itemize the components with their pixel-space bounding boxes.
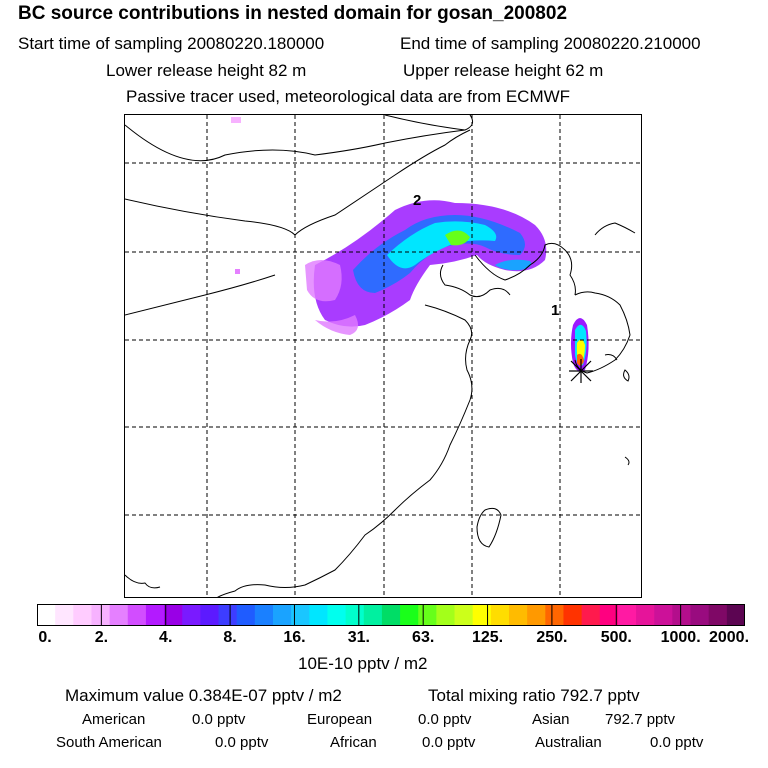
colorbar-swatch <box>599 604 619 626</box>
colorbar-swatch <box>617 604 637 626</box>
colorbar-swatch <box>654 604 673 626</box>
colorbar-swatch <box>490 604 510 626</box>
american-value: 0.0 pptv <box>192 711 246 728</box>
colorbar-frame <box>37 604 745 626</box>
colorbar-swatch <box>726 604 745 626</box>
colorbar-swatch <box>545 604 564 626</box>
colorbar-swatch <box>37 604 56 626</box>
colorbar-swatch <box>708 604 728 626</box>
colorbar-tick-label: 16. <box>283 629 306 646</box>
asian-value: 792.7 pptv <box>605 711 676 728</box>
colorbar-swatch <box>509 604 528 626</box>
colorbar-swatch <box>291 604 310 626</box>
plume-region-1 <box>571 318 589 372</box>
colorbar-swatch <box>218 604 238 626</box>
colorbar-swatch <box>145 604 165 626</box>
colorbar-swatch <box>309 604 328 626</box>
grid-lines <box>125 115 641 597</box>
lower-release-height: Lower release height 82 m <box>106 61 307 80</box>
colorbar-tick-label: 4. <box>159 629 173 646</box>
colorbar-swatch <box>563 604 583 626</box>
australian-value: 0.0 pptv <box>650 734 704 751</box>
colorbar-swatch <box>164 604 183 626</box>
receptor-marker <box>569 359 593 383</box>
colorbar-swatch <box>672 604 692 626</box>
max-value: Maximum value 0.384E-07 pptv / m2 <box>65 686 342 705</box>
map-canvas: 1 2 <box>125 115 641 597</box>
end-time-label: End time of sampling 20080220.210000 <box>400 34 701 53</box>
colorbar-swatch <box>381 604 401 626</box>
colorbar-tick-label: 125. <box>471 629 504 646</box>
south-american-label: South American <box>56 734 162 751</box>
colorbar-swatch <box>182 604 201 626</box>
start-time-label: Start time of sampling 20080220.180000 <box>18 34 325 53</box>
colorbar <box>37 604 745 626</box>
colorbar-swatch <box>454 604 474 626</box>
colorbar-swatch <box>418 604 437 626</box>
colorbar-swatch <box>254 604 274 626</box>
map-label-2: 2 <box>413 192 421 209</box>
colorbar-swatch <box>273 604 292 626</box>
australian-label: Australian <box>535 734 602 751</box>
african-value: 0.0 pptv <box>422 734 476 751</box>
american-label: American <box>82 711 146 728</box>
colorbar-swatch <box>127 604 147 626</box>
south-american-value: 0.0 pptv <box>215 734 269 751</box>
colorbar-tick-label: 8. <box>223 629 237 646</box>
colorbar-swatch <box>55 604 74 626</box>
colorbar-tick-label: 2. <box>94 629 109 646</box>
colorbar-tick-label: 63. <box>412 629 435 646</box>
colorbar-swatch <box>400 604 419 626</box>
colorbar-swatch <box>472 604 492 626</box>
asian-label: Asian <box>532 711 570 728</box>
colorbar-swatch <box>236 604 256 626</box>
colorbar-swatch <box>73 604 92 626</box>
colorbar-swatch <box>690 604 710 626</box>
coastlines <box>125 115 636 597</box>
colorbar-tick-label: 1000. <box>660 629 701 646</box>
plume-region-2 <box>231 117 547 335</box>
map-label-1: 1 <box>551 302 559 319</box>
colorbar-unit: 10E-10 pptv / m2 <box>298 654 428 673</box>
colorbar-swatch <box>363 604 383 626</box>
colorbar-swatch <box>109 604 129 626</box>
plot-title: BC source contributions in nested domain… <box>18 3 568 24</box>
total-mixing-ratio: Total mixing ratio 792.7 pptv <box>428 686 640 705</box>
colorbar-swatch <box>527 604 546 626</box>
colorbar-swatch <box>200 604 220 626</box>
european-label: European <box>307 711 373 728</box>
colorbar-swatch <box>436 604 456 626</box>
colorbar-swatch <box>636 604 655 626</box>
upper-release-height: Upper release height 62 m <box>403 61 604 80</box>
colorbar-swatch <box>345 604 365 626</box>
colorbar-swatches <box>37 604 745 626</box>
tracer-note: Passive tracer used, meteorological data… <box>126 87 571 106</box>
map-panel: 1 2 <box>124 114 642 598</box>
european-value: 0.0 pptv <box>418 711 472 728</box>
colorbar-swatch <box>327 604 347 626</box>
colorbar-tick-label: 500. <box>600 629 632 646</box>
colorbar-swatch <box>581 604 601 626</box>
colorbar-tick-label: 250. <box>536 629 568 646</box>
colorbar-tick-label: 31. <box>347 629 370 646</box>
colorbar-swatch <box>91 604 111 626</box>
colorbar-tick-label: 2000. <box>708 629 750 646</box>
african-label: African <box>330 734 377 751</box>
colorbar-tick-label: 0. <box>38 629 52 646</box>
